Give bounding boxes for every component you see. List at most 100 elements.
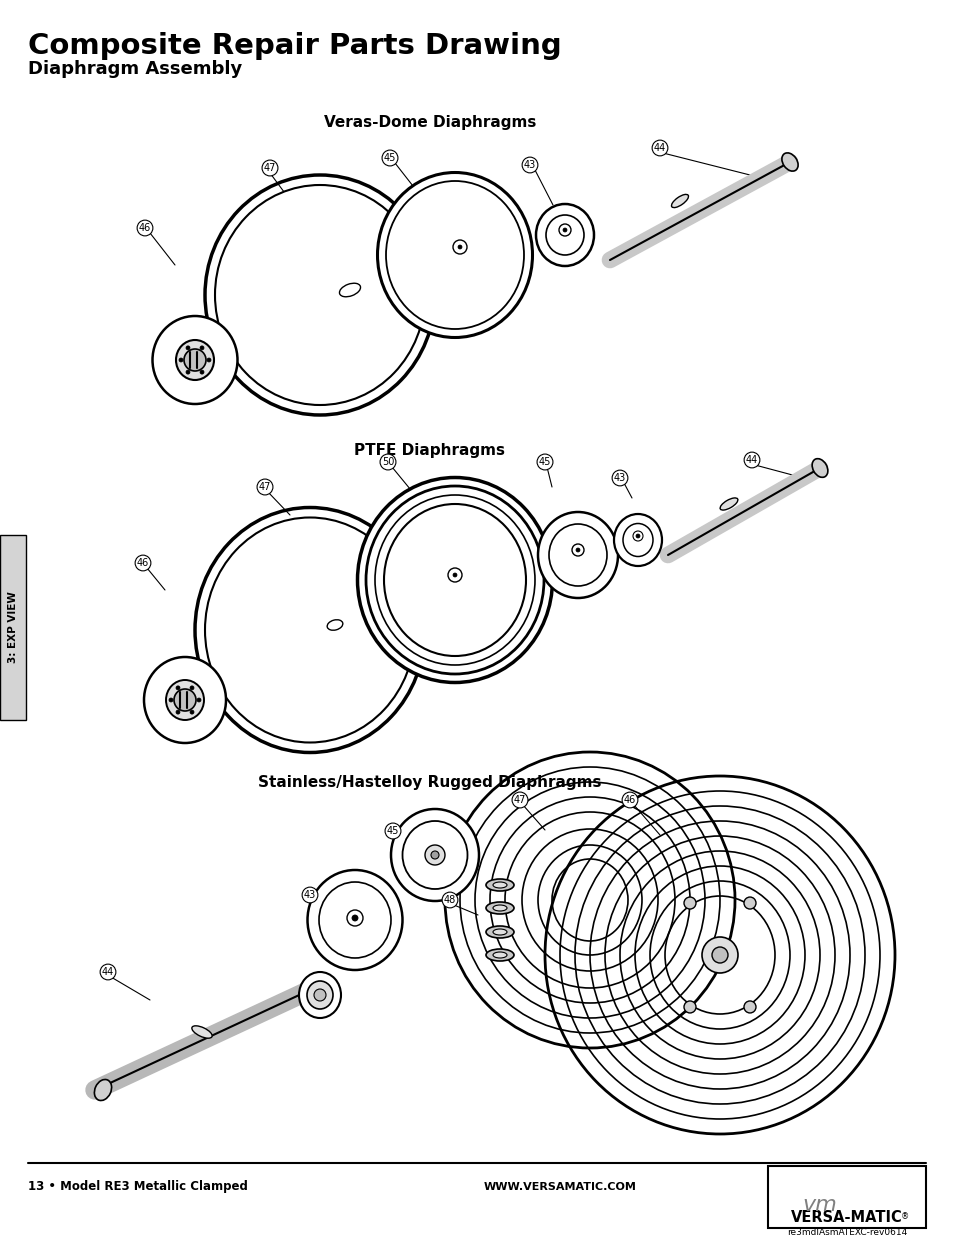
- Ellipse shape: [671, 194, 688, 207]
- Ellipse shape: [214, 185, 424, 405]
- Ellipse shape: [559, 790, 879, 1119]
- Text: 47: 47: [514, 795, 526, 805]
- Circle shape: [701, 937, 738, 973]
- Circle shape: [179, 358, 183, 362]
- Ellipse shape: [664, 897, 774, 1014]
- Ellipse shape: [307, 981, 333, 1009]
- Ellipse shape: [544, 776, 894, 1134]
- Ellipse shape: [194, 508, 424, 752]
- Ellipse shape: [307, 869, 402, 969]
- Circle shape: [453, 573, 456, 577]
- Circle shape: [347, 910, 363, 926]
- Circle shape: [186, 346, 190, 350]
- Ellipse shape: [366, 487, 543, 674]
- Ellipse shape: [152, 316, 237, 404]
- Ellipse shape: [298, 972, 340, 1018]
- Text: 13 • Model RE3 Metallic Clamped: 13 • Model RE3 Metallic Clamped: [28, 1179, 248, 1193]
- Text: 45: 45: [383, 153, 395, 163]
- Ellipse shape: [175, 340, 213, 380]
- Circle shape: [314, 989, 326, 1002]
- Ellipse shape: [327, 620, 342, 630]
- Circle shape: [175, 710, 180, 714]
- Ellipse shape: [375, 495, 535, 664]
- Text: PTFE Diaphragms: PTFE Diaphragms: [355, 443, 505, 458]
- Ellipse shape: [575, 806, 864, 1104]
- Ellipse shape: [635, 866, 804, 1044]
- Circle shape: [186, 370, 190, 374]
- Ellipse shape: [649, 881, 789, 1029]
- Ellipse shape: [94, 1079, 112, 1100]
- Text: Diaphragm Assembly: Diaphragm Assembly: [28, 61, 242, 78]
- Ellipse shape: [384, 504, 525, 656]
- Circle shape: [424, 845, 444, 864]
- Text: re3mdlAsmATEXC-rev0614: re3mdlAsmATEXC-rev0614: [786, 1228, 906, 1235]
- Text: 43: 43: [523, 161, 536, 170]
- Ellipse shape: [537, 513, 618, 598]
- Ellipse shape: [391, 809, 478, 902]
- Ellipse shape: [493, 929, 506, 935]
- Ellipse shape: [357, 478, 552, 683]
- Text: 43: 43: [613, 473, 625, 483]
- Text: vm: vm: [801, 1195, 837, 1215]
- Circle shape: [196, 698, 201, 701]
- Text: ®: ®: [900, 1212, 908, 1221]
- Circle shape: [200, 346, 204, 350]
- Text: 50: 50: [381, 457, 394, 467]
- Ellipse shape: [192, 1026, 212, 1039]
- FancyBboxPatch shape: [767, 1166, 925, 1228]
- Ellipse shape: [318, 882, 391, 958]
- Circle shape: [175, 685, 180, 690]
- Circle shape: [683, 897, 696, 909]
- Text: 45: 45: [386, 826, 398, 836]
- Circle shape: [190, 710, 193, 714]
- Ellipse shape: [614, 514, 661, 566]
- Text: 46: 46: [139, 224, 151, 233]
- Text: 44: 44: [102, 967, 114, 977]
- Circle shape: [352, 915, 357, 921]
- Text: 47: 47: [264, 163, 276, 173]
- Circle shape: [711, 947, 727, 963]
- Circle shape: [633, 531, 642, 541]
- Circle shape: [431, 851, 438, 860]
- Ellipse shape: [173, 689, 195, 711]
- Ellipse shape: [339, 283, 360, 296]
- Text: 43: 43: [304, 890, 315, 900]
- Ellipse shape: [485, 948, 514, 961]
- Ellipse shape: [589, 821, 849, 1089]
- Ellipse shape: [619, 851, 820, 1058]
- Ellipse shape: [493, 952, 506, 958]
- Circle shape: [169, 698, 172, 701]
- Text: Veras-Dome Diaphragms: Veras-Dome Diaphragms: [323, 115, 536, 130]
- Ellipse shape: [811, 458, 827, 478]
- Text: 47: 47: [258, 482, 271, 492]
- Ellipse shape: [485, 879, 514, 890]
- Text: 48: 48: [443, 895, 456, 905]
- Ellipse shape: [205, 175, 435, 415]
- Ellipse shape: [386, 182, 523, 329]
- Ellipse shape: [720, 498, 737, 510]
- Circle shape: [207, 358, 211, 362]
- Text: 44: 44: [653, 143, 665, 153]
- Circle shape: [743, 1000, 755, 1013]
- Text: 3: EXP VIEW: 3: EXP VIEW: [8, 592, 18, 663]
- Text: WWW.VERSAMATIC.COM: WWW.VERSAMATIC.COM: [483, 1182, 636, 1192]
- Text: Stainless/Hastelloy Rugged Diaphragms: Stainless/Hastelloy Rugged Diaphragms: [258, 776, 601, 790]
- Text: 44: 44: [745, 454, 758, 466]
- Ellipse shape: [166, 680, 204, 720]
- Circle shape: [558, 224, 571, 236]
- FancyBboxPatch shape: [0, 535, 26, 720]
- Ellipse shape: [548, 524, 606, 585]
- Ellipse shape: [536, 204, 594, 266]
- Circle shape: [636, 534, 639, 538]
- Ellipse shape: [622, 524, 652, 557]
- Circle shape: [448, 568, 461, 582]
- Text: 46: 46: [136, 558, 149, 568]
- Circle shape: [190, 685, 193, 690]
- Circle shape: [453, 240, 467, 254]
- Ellipse shape: [377, 173, 532, 337]
- Circle shape: [576, 548, 579, 552]
- Text: 45: 45: [538, 457, 551, 467]
- Circle shape: [562, 228, 566, 232]
- Ellipse shape: [205, 517, 415, 742]
- Ellipse shape: [781, 153, 798, 172]
